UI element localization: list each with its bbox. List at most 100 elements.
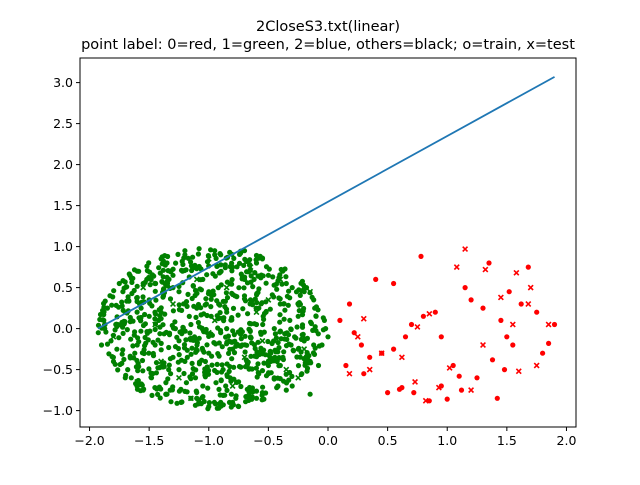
train-point-label-1 <box>299 278 305 284</box>
train-point-label-0 <box>351 330 357 336</box>
train-point-label-1 <box>307 391 313 397</box>
train-point-label-1 <box>119 319 125 325</box>
train-point-label-1 <box>184 354 190 360</box>
train-point-label-1 <box>229 281 235 287</box>
train-point-label-1 <box>170 354 176 360</box>
train-point-label-1 <box>227 364 233 370</box>
train-point-label-1 <box>211 399 217 405</box>
train-point-label-0 <box>420 313 426 319</box>
train-point-label-1 <box>170 308 176 314</box>
train-point-label-1 <box>138 328 144 334</box>
train-point-label-1 <box>275 383 281 389</box>
train-point-label-1 <box>249 394 255 400</box>
train-point-label-1 <box>216 301 222 307</box>
train-point-label-1 <box>158 347 164 353</box>
chart-subtitle: point label: 0=red, 1=green, 2=blue, oth… <box>81 37 575 53</box>
train-point-label-1 <box>253 365 259 371</box>
test-point-label-0 <box>497 294 504 301</box>
train-point-label-1 <box>273 335 279 341</box>
test-point-label-1 <box>140 284 147 291</box>
train-point-label-0 <box>510 342 516 348</box>
train-point-label-1 <box>271 375 277 381</box>
test-point-label-1 <box>187 395 194 402</box>
train-point-label-1 <box>254 292 260 298</box>
train-point-label-1 <box>194 395 200 401</box>
train-point-label-1 <box>189 360 195 366</box>
train-point-label-1 <box>229 277 235 283</box>
train-point-label-1 <box>289 373 295 379</box>
train-point-label-1 <box>281 301 287 307</box>
train-point-label-1 <box>113 321 119 328</box>
train-point-label-1 <box>255 339 261 345</box>
train-point-label-1 <box>110 354 116 360</box>
train-point-label-1 <box>170 384 176 390</box>
train-point-label-1 <box>178 399 184 405</box>
train-point-label-1 <box>287 317 293 323</box>
train-point-label-1 <box>128 317 134 323</box>
test-point-label-0 <box>545 321 552 328</box>
train-point-label-1 <box>179 307 185 313</box>
train-point-label-1 <box>97 316 103 323</box>
train-point-label-1 <box>255 361 261 367</box>
train-point-label-0 <box>518 301 524 307</box>
train-point-label-1 <box>155 337 161 343</box>
train-point-label-1 <box>310 350 317 356</box>
train-point-label-1 <box>116 335 122 341</box>
train-point-label-1 <box>106 351 112 357</box>
train-point-label-1 <box>263 264 270 270</box>
train-point-label-1 <box>296 345 302 351</box>
train-point-label-1 <box>241 262 247 268</box>
train-point-label-0 <box>504 334 510 340</box>
train-point-label-1 <box>193 314 199 320</box>
train-point-label-1 <box>200 276 206 282</box>
train-point-label-0 <box>480 305 486 311</box>
train-point-label-1 <box>213 380 219 386</box>
train-point-label-0 <box>373 276 379 282</box>
train-point-label-0 <box>418 253 424 259</box>
train-point-label-1 <box>120 347 126 353</box>
train-point-label-1 <box>188 263 194 269</box>
train-point-label-1 <box>166 367 172 373</box>
train-point-label-1 <box>253 260 260 266</box>
train-point-label-0 <box>432 309 438 315</box>
train-point-label-1 <box>265 338 271 345</box>
test-point-label-0 <box>527 284 534 291</box>
train-point-label-1 <box>271 358 277 364</box>
train-point-label-1 <box>315 307 321 313</box>
train-point-label-1 <box>199 395 205 401</box>
train-point-label-1 <box>285 302 291 308</box>
x-tick-label: 0.0 <box>318 433 338 448</box>
train-point-label-1 <box>128 375 134 381</box>
train-point-label-1 <box>187 330 193 336</box>
train-point-label-1 <box>148 375 155 381</box>
train-point-label-1 <box>122 375 128 381</box>
train-point-label-1 <box>271 294 277 300</box>
train-point-label-1 <box>158 309 164 315</box>
train-point-label-1 <box>301 289 307 295</box>
train-point-label-1 <box>95 330 101 336</box>
train-point-label-1 <box>248 353 254 359</box>
train-point-label-1 <box>274 286 280 292</box>
train-point-label-1 <box>229 317 235 323</box>
test-point-label-1 <box>301 346 308 353</box>
train-point-label-1 <box>194 389 200 396</box>
train-point-label-1 <box>172 344 179 350</box>
train-point-label-1 <box>140 368 146 374</box>
train-point-label-1 <box>152 288 158 294</box>
train-point-label-1 <box>143 340 149 346</box>
x-tick-label: 1.0 <box>437 433 457 448</box>
train-point-label-1 <box>260 313 266 319</box>
train-point-label-1 <box>231 332 237 338</box>
train-point-label-1 <box>280 268 286 274</box>
train-point-label-1 <box>230 399 236 405</box>
train-point-label-1 <box>297 292 303 298</box>
train-point-label-1 <box>119 351 125 357</box>
train-point-label-1 <box>115 367 121 373</box>
train-point-label-1 <box>218 252 224 258</box>
train-point-label-1 <box>229 356 235 362</box>
train-point-label-1 <box>182 252 188 258</box>
train-point-label-1 <box>204 342 210 348</box>
train-point-label-0 <box>506 289 512 295</box>
train-point-label-1 <box>283 380 290 386</box>
train-point-label-1 <box>229 260 235 266</box>
